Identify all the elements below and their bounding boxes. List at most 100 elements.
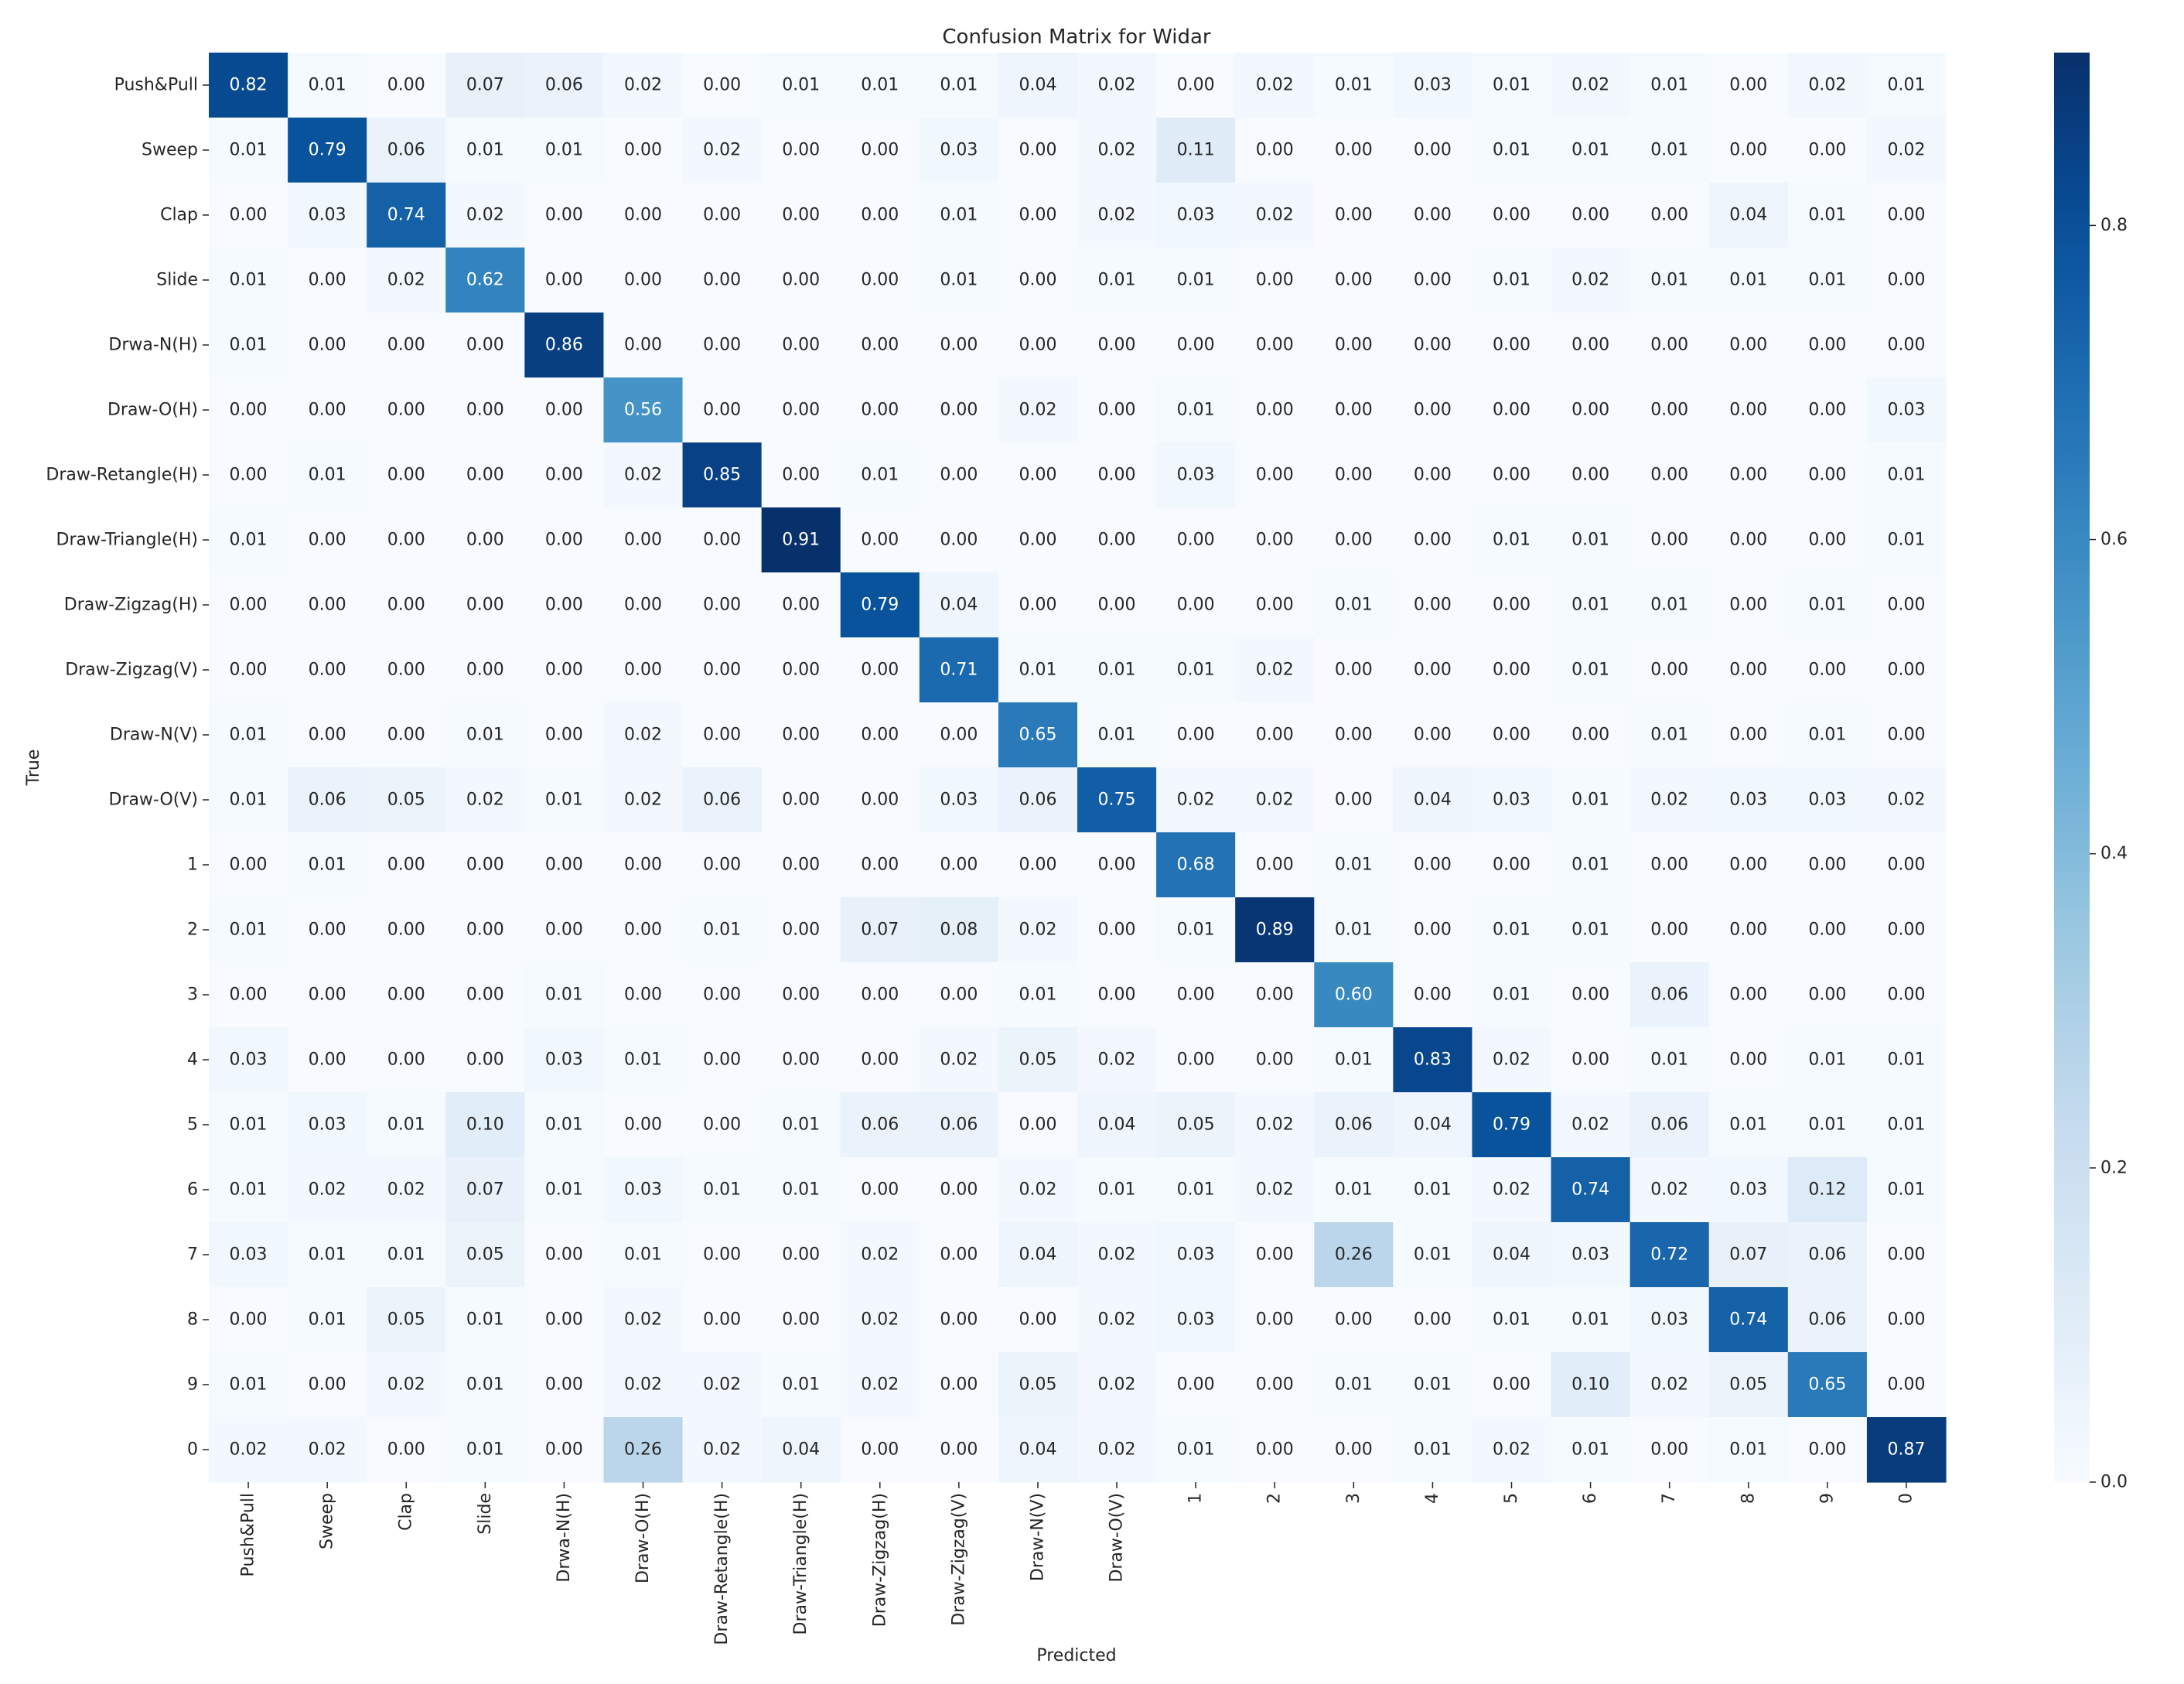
cell-value-label: 0.00 <box>545 531 583 550</box>
heatmap-cell <box>1077 1417 1157 1483</box>
cell-value-label: 0.00 <box>1887 985 1925 1005</box>
heatmap-cell <box>603 313 684 378</box>
heatmap-cell <box>1393 183 1473 248</box>
x-tick-label: Clap <box>397 1493 416 1531</box>
heatmap-cell <box>840 897 920 963</box>
cell-value-label: 0.00 <box>624 206 662 225</box>
cell-value-label: 0.00 <box>1887 856 1925 875</box>
cell-value-label: 0.02 <box>861 1245 899 1265</box>
cell-value-label: 0.00 <box>230 985 268 1005</box>
cell-value-label: 0.89 <box>1256 921 1294 940</box>
heatmap-cell <box>919 53 999 118</box>
heatmap-cell <box>1866 1157 1947 1223</box>
cell-value-label: 0.01 <box>1571 921 1609 940</box>
cell-value-label: 0.01 <box>1808 596 1846 615</box>
cell-value-label: 0.02 <box>1177 791 1215 810</box>
cell-value-label: 0.01 <box>1019 661 1056 680</box>
heatmap-cell <box>288 118 367 183</box>
heatmap-cell <box>1866 442 1947 508</box>
heatmap-cell <box>1629 832 1710 898</box>
cell-value-label: 0.01 <box>1571 141 1609 160</box>
cell-value-label: 0.00 <box>1571 206 1609 225</box>
chart-title: Confusion Matrix for Widar <box>942 26 1211 49</box>
cell-value-label: 0.00 <box>1729 336 1767 355</box>
cell-value-label: 0.00 <box>1177 336 1215 355</box>
heatmap-cell <box>1551 897 1631 963</box>
heatmap-cell <box>1077 1092 1157 1158</box>
heatmap-cell <box>1314 1352 1394 1418</box>
cell-value-label: 0.03 <box>545 1050 583 1070</box>
heatmap-cell <box>1235 313 1315 378</box>
cell-value-label: 0.01 <box>1808 1050 1846 1070</box>
x-tick-label: 2 <box>1265 1493 1285 1504</box>
cell-value-label: 0.00 <box>1256 141 1294 160</box>
heatmap-cell <box>1472 53 1552 118</box>
heatmap-cell <box>1472 118 1552 183</box>
y-tick-label: Drwa-N(H) <box>108 336 198 355</box>
heatmap-cell <box>367 832 446 898</box>
cell-value-label: 0.07 <box>1729 1245 1767 1265</box>
cell-value-label: 0.02 <box>624 1310 662 1330</box>
heatmap-cell <box>209 572 288 638</box>
cell-value-label: 0.00 <box>387 661 425 680</box>
heatmap-cell <box>524 1027 605 1093</box>
heatmap-cell <box>1235 1417 1315 1483</box>
heatmap-cell <box>1156 118 1236 183</box>
cell-value-label: 0.00 <box>1650 401 1688 420</box>
cell-value-label: 0.00 <box>1650 336 1688 355</box>
heatmap-cell <box>1077 897 1157 963</box>
heatmap-cell <box>1629 637 1710 703</box>
heatmap-cell <box>1708 1157 1789 1223</box>
cell-value-label: 0.03 <box>230 1245 268 1265</box>
cell-value-label: 0.01 <box>230 921 268 940</box>
cell-value-label: 0.00 <box>1177 1375 1215 1395</box>
heatmap-cell <box>1551 1157 1631 1223</box>
heatmap-cell <box>524 1092 605 1158</box>
cell-value-label: 0.00 <box>861 791 899 810</box>
heatmap-cell <box>1787 1027 1868 1093</box>
cell-value-label: 0.02 <box>703 141 741 160</box>
cell-value-label: 0.04 <box>1493 1245 1531 1265</box>
heatmap-cell <box>603 832 684 898</box>
heatmap-cell <box>367 637 446 703</box>
cell-value-label: 0.72 <box>1650 1245 1688 1265</box>
heatmap-cell <box>524 442 605 508</box>
heatmap-cell <box>288 1157 367 1223</box>
heatmap-cell <box>1551 442 1631 508</box>
heatmap-cell <box>761 1287 841 1353</box>
cell-value-label: 0.00 <box>861 531 899 550</box>
heatmap-cell <box>1472 767 1552 833</box>
heatmap-cell <box>209 832 288 898</box>
heatmap-cell <box>288 832 367 898</box>
cell-value-label: 0.01 <box>1414 1440 1452 1460</box>
cell-value-label: 0.00 <box>1019 271 1056 290</box>
heatmap-cell <box>209 1417 288 1483</box>
cell-value-label: 0.00 <box>940 1180 978 1200</box>
cell-value-label: 0.00 <box>1493 401 1531 420</box>
cell-value-label: 0.00 <box>782 1310 820 1330</box>
heatmap-cell <box>919 507 999 573</box>
cell-value-label: 0.00 <box>861 336 899 355</box>
y-tick-labels: Push&Pull Sweep Clap Slide Drwa-N(H) Draw-O(H… <box>46 76 209 1460</box>
cell-value-label: 0.00 <box>1650 1440 1688 1460</box>
cell-value-label: 0.00 <box>624 596 662 615</box>
cell-value-label: 0.00 <box>624 856 662 875</box>
heatmap-cell <box>524 767 605 833</box>
cell-value-label: 0.01 <box>1571 791 1609 810</box>
heatmap-cell <box>840 767 920 833</box>
heatmap-cell <box>1551 1092 1631 1158</box>
cell-value-label: 0.00 <box>230 401 268 420</box>
colorbar-ticks: 0.0 0.2 0.4 0.6 0.8 <box>2090 216 2128 1492</box>
cell-value-label: 0.00 <box>1887 1375 1925 1395</box>
cell-value-label: 0.01 <box>545 791 583 810</box>
cell-value-label: 0.00 <box>309 921 346 940</box>
x-tick-label: 7 <box>1660 1493 1679 1504</box>
cell-value-label: 0.00 <box>1887 726 1925 745</box>
heatmap-cell <box>1708 118 1789 183</box>
cell-value-label: 0.07 <box>466 1180 504 1200</box>
x-tick-label: 9 <box>1817 1493 1837 1504</box>
heatmap-cell <box>682 53 763 118</box>
cell-value-label: 0.04 <box>1098 1115 1136 1135</box>
cell-value-label: 0.00 <box>387 921 425 940</box>
heatmap-cell <box>1629 377 1710 443</box>
